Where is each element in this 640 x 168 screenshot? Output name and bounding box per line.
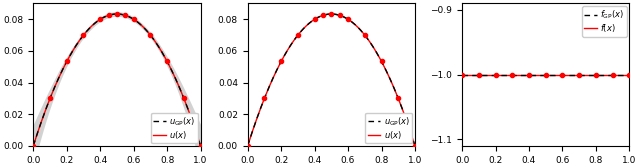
Legend: $f_{\rm GP}(x)$, $f(x)$: $f_{\rm GP}(x)$, $f(x)$ <box>582 6 627 37</box>
Legend: $u_{\rm GP}(x)$, $u(x)$: $u_{\rm GP}(x)$, $u(x)$ <box>365 113 412 143</box>
Legend: $u_{\rm GP}(x)$, $u(x)$: $u_{\rm GP}(x)$, $u(x)$ <box>151 113 198 143</box>
